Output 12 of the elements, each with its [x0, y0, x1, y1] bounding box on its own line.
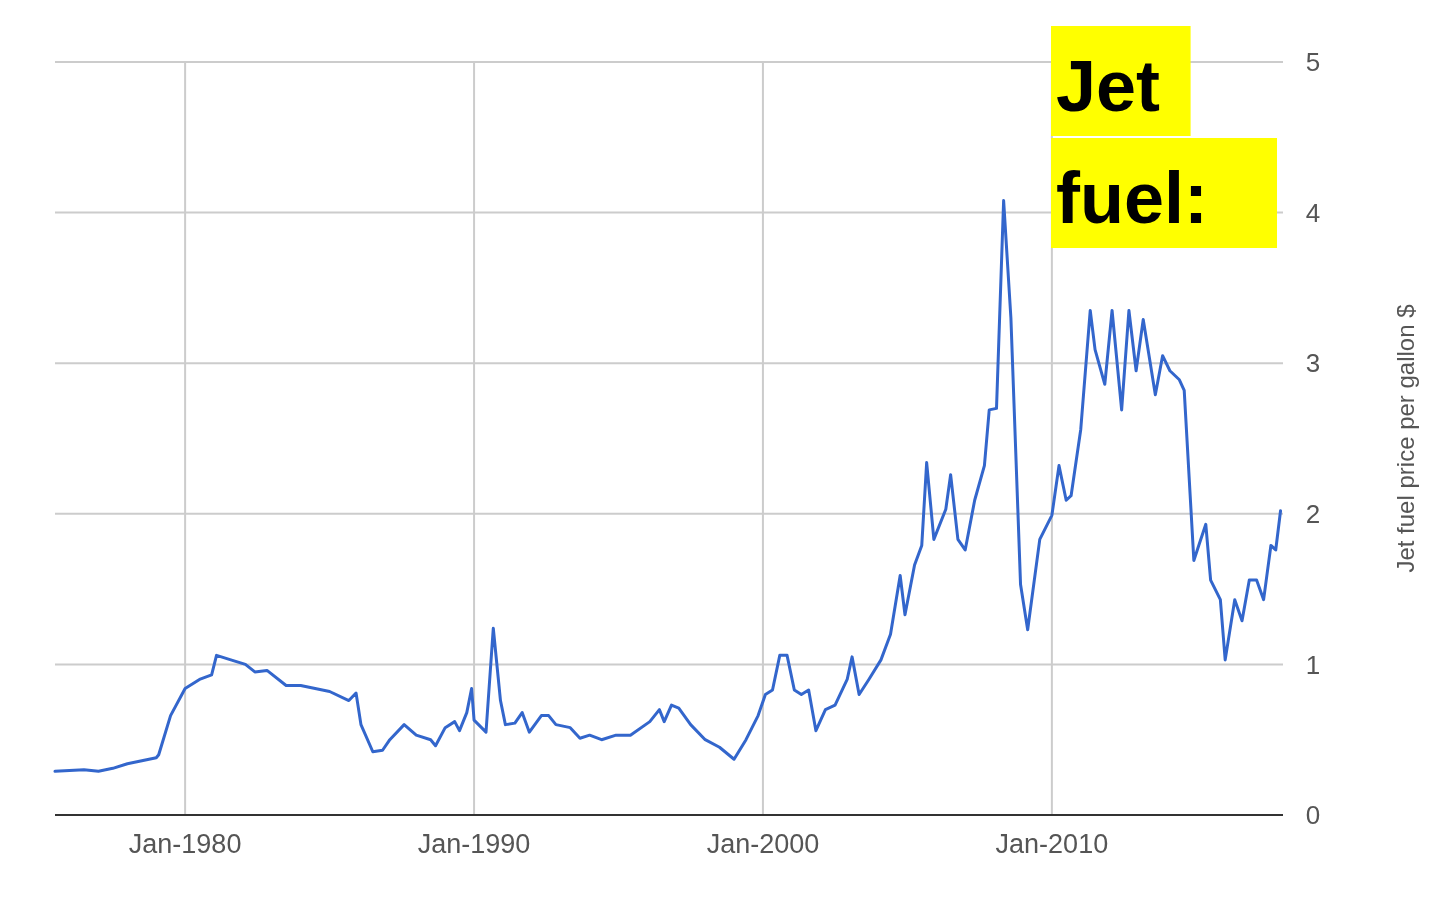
x-tick-label: Jan-1980 [128, 829, 242, 859]
x-tick-label: Jan-1990 [417, 829, 531, 859]
x-tick-label: Jan-2010 [995, 829, 1109, 859]
annotation: Jet fuel: [1056, 46, 1208, 238]
y-axis-title: Jet fuel price per gallon $ [1392, 304, 1419, 573]
y-tick-label: 4 [1305, 197, 1321, 228]
y-tick-label: 2 [1305, 498, 1321, 529]
x-tick-label: Jan-2000 [706, 829, 820, 859]
y-tick-label: 3 [1305, 348, 1321, 379]
y-tick-label: 1 [1305, 649, 1321, 680]
y-tick-label: 0 [1305, 800, 1321, 831]
y-tick-label: 5 [1305, 47, 1321, 78]
